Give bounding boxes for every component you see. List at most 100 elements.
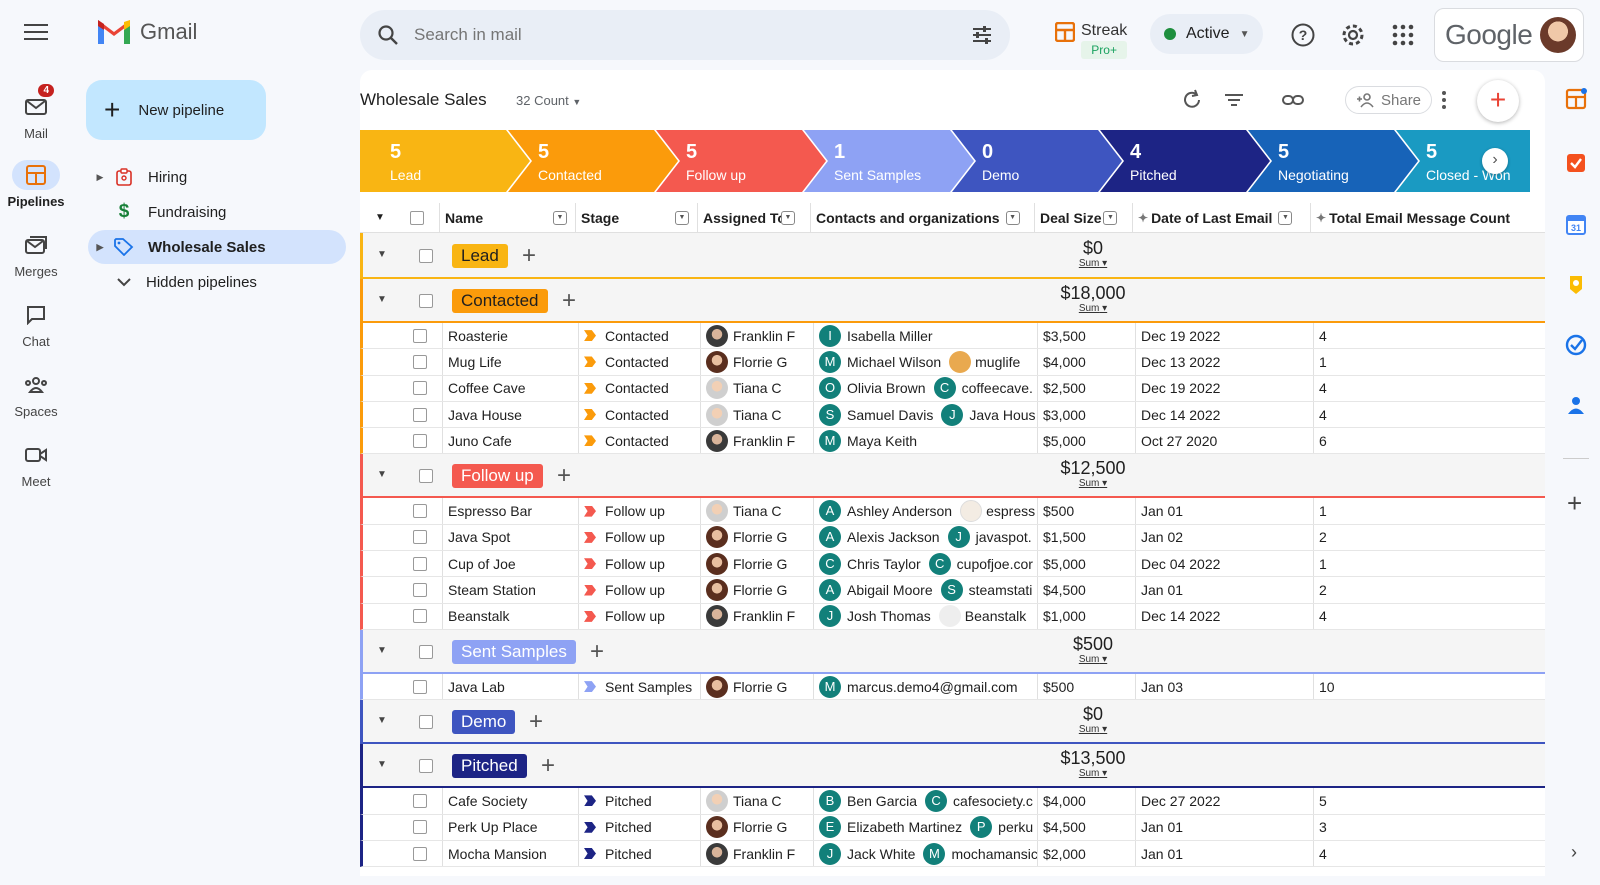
row-checkbox[interactable] — [408, 323, 438, 348]
cell-deal-size[interactable]: $5,000 — [1037, 551, 1135, 577]
cell-name[interactable]: Java Spot — [442, 524, 578, 551]
cell-assigned[interactable]: Florrie G — [700, 577, 813, 603]
cell-deal-size[interactable]: $1,500 — [1037, 524, 1135, 551]
column-menu-icon[interactable]: ▼ — [675, 210, 689, 225]
table-row[interactable]: Java Spot Follow up Florrie G A Alexis Jacks… — [360, 524, 1545, 552]
new-pipeline-button[interactable]: + New pipeline — [86, 80, 266, 140]
more-vert-icon[interactable] — [1432, 88, 1456, 112]
column-contacts[interactable]: Contacts and organizations ▼ — [810, 203, 1034, 232]
contacts-icon[interactable] — [1565, 394, 1587, 416]
cell-deal-size[interactable]: $4,500 — [1037, 814, 1135, 840]
group-stage-chip[interactable]: Demo — [452, 710, 516, 735]
row-checkbox[interactable] — [408, 551, 438, 576]
calendar-icon[interactable]: 31 — [1565, 214, 1587, 236]
sum-selector[interactable]: Sum ▾ — [1043, 724, 1143, 735]
select-all-checkbox[interactable] — [405, 203, 435, 232]
stage-lead[interactable]: 5 Lead — [360, 130, 530, 192]
cell-contacts[interactable]: I Isabella Miller — [813, 323, 1037, 349]
column-menu-icon[interactable]: ▼ — [781, 210, 795, 225]
expand-caret-icon[interactable]: ▶ — [96, 171, 104, 182]
row-checkbox[interactable] — [408, 577, 438, 602]
search-options-icon[interactable] — [970, 23, 994, 47]
column-menu-icon[interactable]: ▼ — [1278, 210, 1293, 225]
cell-assigned[interactable]: Florrie G — [700, 551, 813, 577]
expand-caret-icon[interactable]: ▶ — [96, 241, 104, 252]
cell-name[interactable]: Roasterie — [442, 323, 578, 349]
cell-deal-size[interactable]: $1,000 — [1037, 603, 1135, 629]
cell-deal-size[interactable]: $4,000 — [1037, 349, 1135, 375]
group-checkbox[interactable] — [419, 759, 433, 774]
add-box-to-stage-icon[interactable]: + — [590, 637, 605, 665]
table-row[interactable]: Cup of Joe Follow up Florrie G C Chris Taylo… — [360, 551, 1545, 578]
group-checkbox[interactable] — [419, 249, 433, 263]
row-checkbox[interactable] — [408, 428, 438, 453]
group-stage-chip[interactable]: Contacted — [452, 289, 548, 313]
contact-name[interactable]: Isabella Miller — [847, 327, 933, 344]
group-checkbox[interactable] — [419, 715, 433, 730]
row-checkbox[interactable] — [408, 841, 438, 866]
tasks-icon[interactable] — [1565, 334, 1587, 356]
add-box-button[interactable]: + — [1477, 80, 1519, 122]
cell-name[interactable]: Juno Cafe — [442, 428, 578, 454]
stage-demo[interactable]: 0 Demo — [952, 130, 1122, 192]
org-name[interactable]: Beanstalk — [964, 608, 1027, 625]
cell-deal-size[interactable]: $500 — [1037, 673, 1135, 700]
row-checkbox[interactable] — [408, 402, 438, 427]
apps-grid-icon[interactable] — [1390, 22, 1416, 48]
cell-name[interactable]: Steam Station — [442, 577, 578, 603]
chevron-right-icon[interactable]: › — [1571, 842, 1577, 862]
table-row[interactable]: Roasterie Contacted Franklin F I Isabella Mi… — [360, 323, 1545, 350]
table-row[interactable]: Juno Cafe Contacted Franklin F M Maya Keith $… — [360, 428, 1545, 455]
cell-assigned[interactable]: Tiana C — [700, 401, 813, 428]
group-checkbox[interactable] — [419, 644, 433, 659]
cell-assigned[interactable]: Franklin F — [700, 428, 813, 454]
org-name[interactable]: steamstati — [968, 582, 1033, 599]
filter-icon[interactable] — [1222, 88, 1246, 112]
rail-meet[interactable]: Meet — [0, 440, 72, 489]
cell-stage[interactable]: Follow up — [578, 498, 700, 524]
org-name[interactable]: cafesociety.c — [953, 792, 1033, 809]
column-deal-size[interactable]: Deal Size ▼ — [1034, 203, 1132, 232]
contact-name[interactable]: Michael Wilson — [847, 353, 942, 370]
stage-sent-samples[interactable]: 1 Sent Samples — [804, 130, 974, 192]
streak-menu[interactable]: Streak Pro+ — [1055, 22, 1128, 59]
row-checkbox[interactable] — [408, 604, 438, 629]
table-row[interactable]: Espresso Bar Follow up Tiana C A Ashley Ande… — [360, 498, 1545, 525]
cell-contacts[interactable]: M Maya Keith — [813, 428, 1037, 454]
cell-contacts[interactable]: S Samuel Davis J Java Hous — [813, 401, 1037, 428]
cell-stage[interactable]: Pitched — [578, 814, 700, 840]
cell-deal-size[interactable]: $3,000 — [1037, 401, 1135, 428]
row-checkbox[interactable] — [408, 376, 438, 401]
column-stage[interactable]: Stage ▼ — [575, 203, 697, 232]
rail-merges[interactable]: Merges — [0, 230, 72, 279]
contact-name[interactable]: Abigail Moore — [847, 582, 933, 599]
cell-name[interactable]: Java House — [442, 401, 578, 428]
count-selector[interactable]: 32 Count ▼ — [516, 93, 581, 108]
rail-mail[interactable]: 4 Mail — [0, 84, 72, 141]
org-name[interactable]: muglife — [975, 353, 1021, 370]
table-row[interactable]: Java House Contacted Tiana C S Samuel Davis J… — [360, 401, 1545, 429]
group-checkbox[interactable] — [419, 294, 433, 308]
cell-assigned[interactable]: Franklin F — [700, 840, 813, 867]
status-selector[interactable]: Active ▼ — [1150, 14, 1264, 54]
cell-deal-size[interactable]: $4,000 — [1037, 788, 1135, 814]
tasks-check-icon[interactable] — [1565, 152, 1587, 174]
row-checkbox[interactable] — [408, 674, 438, 699]
contact-name[interactable]: Josh Thomas — [847, 608, 931, 625]
contact-name[interactable]: Elizabeth Martinez — [847, 819, 963, 836]
main-menu-icon[interactable] — [24, 24, 48, 42]
help-icon[interactable]: ? — [1290, 22, 1316, 48]
cell-stage[interactable]: Contacted — [578, 401, 700, 428]
cell-stage[interactable]: Follow up — [578, 551, 700, 577]
column-menu-icon[interactable]: ▼ — [1005, 210, 1020, 225]
cell-stage[interactable]: Follow up — [578, 524, 700, 551]
rail-spaces[interactable]: Spaces — [0, 370, 72, 419]
table-row[interactable]: Beanstalk Follow up Franklin F J Josh Thomas… — [360, 603, 1545, 630]
contact-name[interactable]: Ben Garcia — [847, 792, 918, 809]
cell-assigned[interactable]: Florrie G — [700, 673, 813, 700]
